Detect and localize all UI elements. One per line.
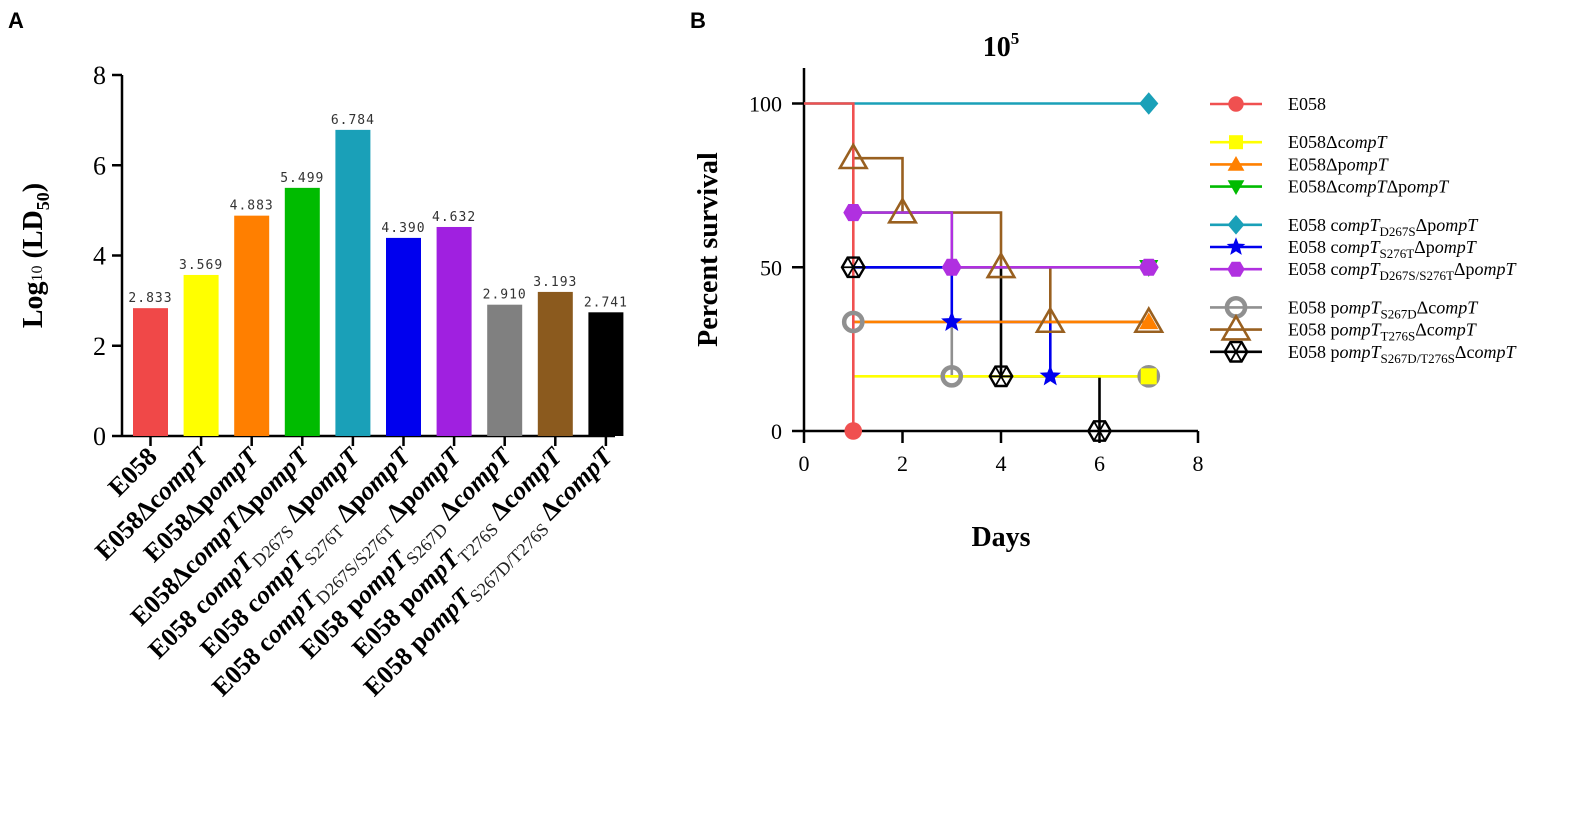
y-tick-label: 100	[749, 92, 782, 117]
survival-line-7	[853, 211, 1149, 269]
bar-value-label: 3.193	[533, 275, 577, 290]
y-tick-label: 6	[93, 151, 106, 180]
survival-point-marker	[886, 196, 919, 224]
bar-6	[386, 237, 421, 436]
survival-point-marker	[1034, 306, 1066, 334]
bar-value-label: 4.883	[230, 199, 274, 214]
y-tick-label: 0	[771, 419, 782, 444]
legend-marker	[1223, 340, 1249, 363]
survival-point-marker	[837, 142, 869, 170]
bar-value-label: 2.741	[584, 295, 628, 310]
survival-line-1	[804, 102, 855, 431]
survival-point-marker	[985, 251, 1017, 279]
x-tick-label: 6	[1094, 451, 1105, 476]
survival-line-10	[853, 265, 1101, 431]
legend-marker	[1226, 237, 1246, 255]
bar-value-label: 2.833	[128, 291, 172, 306]
legend-marker	[1227, 215, 1245, 235]
survival-point-marker	[843, 204, 864, 222]
survival-point-marker	[1140, 368, 1157, 385]
y-tick-label: 50	[760, 255, 782, 280]
bar-value-label: 2.910	[483, 288, 527, 303]
legend-marker	[1227, 156, 1245, 171]
chart-title: 105	[983, 29, 1020, 63]
bar-5	[335, 129, 371, 436]
survival-point-marker	[1086, 420, 1113, 442]
bar-8	[487, 304, 523, 436]
bar-value-label: 3.569	[179, 258, 223, 273]
survival-point-marker	[1139, 312, 1159, 330]
survival-point-marker	[940, 364, 964, 388]
survival-point-marker	[988, 365, 1014, 388]
legend-label: E058ΔpompT	[1288, 154, 1390, 174]
bar-value-label: 4.390	[381, 221, 425, 236]
legend-marker	[1227, 180, 1245, 195]
x-tick-label: 8	[1193, 451, 1204, 476]
survival-point-marker	[1039, 365, 1061, 386]
x-axis-title: Days	[971, 522, 1030, 553]
legend-marker	[1229, 135, 1243, 150]
bar-9	[537, 291, 573, 436]
bar-value-label: 4.632	[432, 210, 476, 225]
y-tick-label: 8	[93, 61, 106, 90]
legend-label: E058ΔcompTΔpompT	[1288, 177, 1450, 197]
bar-value-label: 6.784	[331, 113, 375, 128]
legend-marker	[1228, 96, 1244, 112]
y-axis-title: Percent survival	[693, 152, 724, 347]
bar-7	[436, 226, 472, 436]
survival-point-marker	[1137, 364, 1161, 388]
legend-label: E058 compTD267SΔpompT	[1288, 215, 1479, 239]
legend-label: E058 compTS276TΔpompT	[1288, 237, 1478, 261]
legend-label: E058ΔcompT	[1288, 132, 1389, 152]
x-tick-label: 4	[996, 451, 1007, 476]
x-tick-label: 2	[897, 451, 908, 476]
survival-point-marker	[941, 258, 962, 276]
legend-label: E058 pompTT276SΔcompT	[1288, 320, 1478, 344]
survival-chart: 105 0 50 100 0 2 4 6 8 Days Percent survival E058 E0…	[693, 29, 1517, 553]
survival-point-marker	[841, 310, 865, 334]
survival-point-marker	[941, 310, 963, 331]
bar-value-label: 5.499	[280, 171, 324, 186]
bar-1	[133, 308, 168, 436]
bar-10	[588, 312, 624, 436]
legend-label: E058 compTD267S/S276TΔpompT	[1288, 259, 1517, 283]
legend-marker	[1227, 261, 1245, 277]
y-tick-label: 4	[93, 242, 106, 271]
survival-point-marker	[840, 256, 866, 279]
legend-label: E058 pompTS267DΔcompT	[1288, 297, 1479, 321]
bar-3	[234, 215, 270, 436]
x-tick-label: 0	[799, 451, 810, 476]
survival-point-marker	[844, 422, 863, 440]
survival-line-9	[853, 156, 1149, 324]
y-tick-label: 0	[93, 422, 106, 451]
legend-label: E058 pompTS267D/T276SΔcompT	[1288, 342, 1517, 366]
survival-point-marker	[1133, 306, 1165, 334]
survival-point-marker	[1138, 258, 1159, 276]
legend-marker	[1220, 313, 1252, 341]
bar-4	[284, 187, 320, 436]
y-tick-label: 2	[93, 332, 106, 361]
legend-label: E058	[1288, 94, 1326, 114]
bar-2	[183, 274, 219, 436]
panel-label-a: A	[8, 8, 24, 33]
y-axis-title: Log10 (LD50)	[18, 183, 53, 328]
survival-point-marker	[1139, 92, 1159, 115]
panel-label-b: B	[690, 8, 706, 33]
